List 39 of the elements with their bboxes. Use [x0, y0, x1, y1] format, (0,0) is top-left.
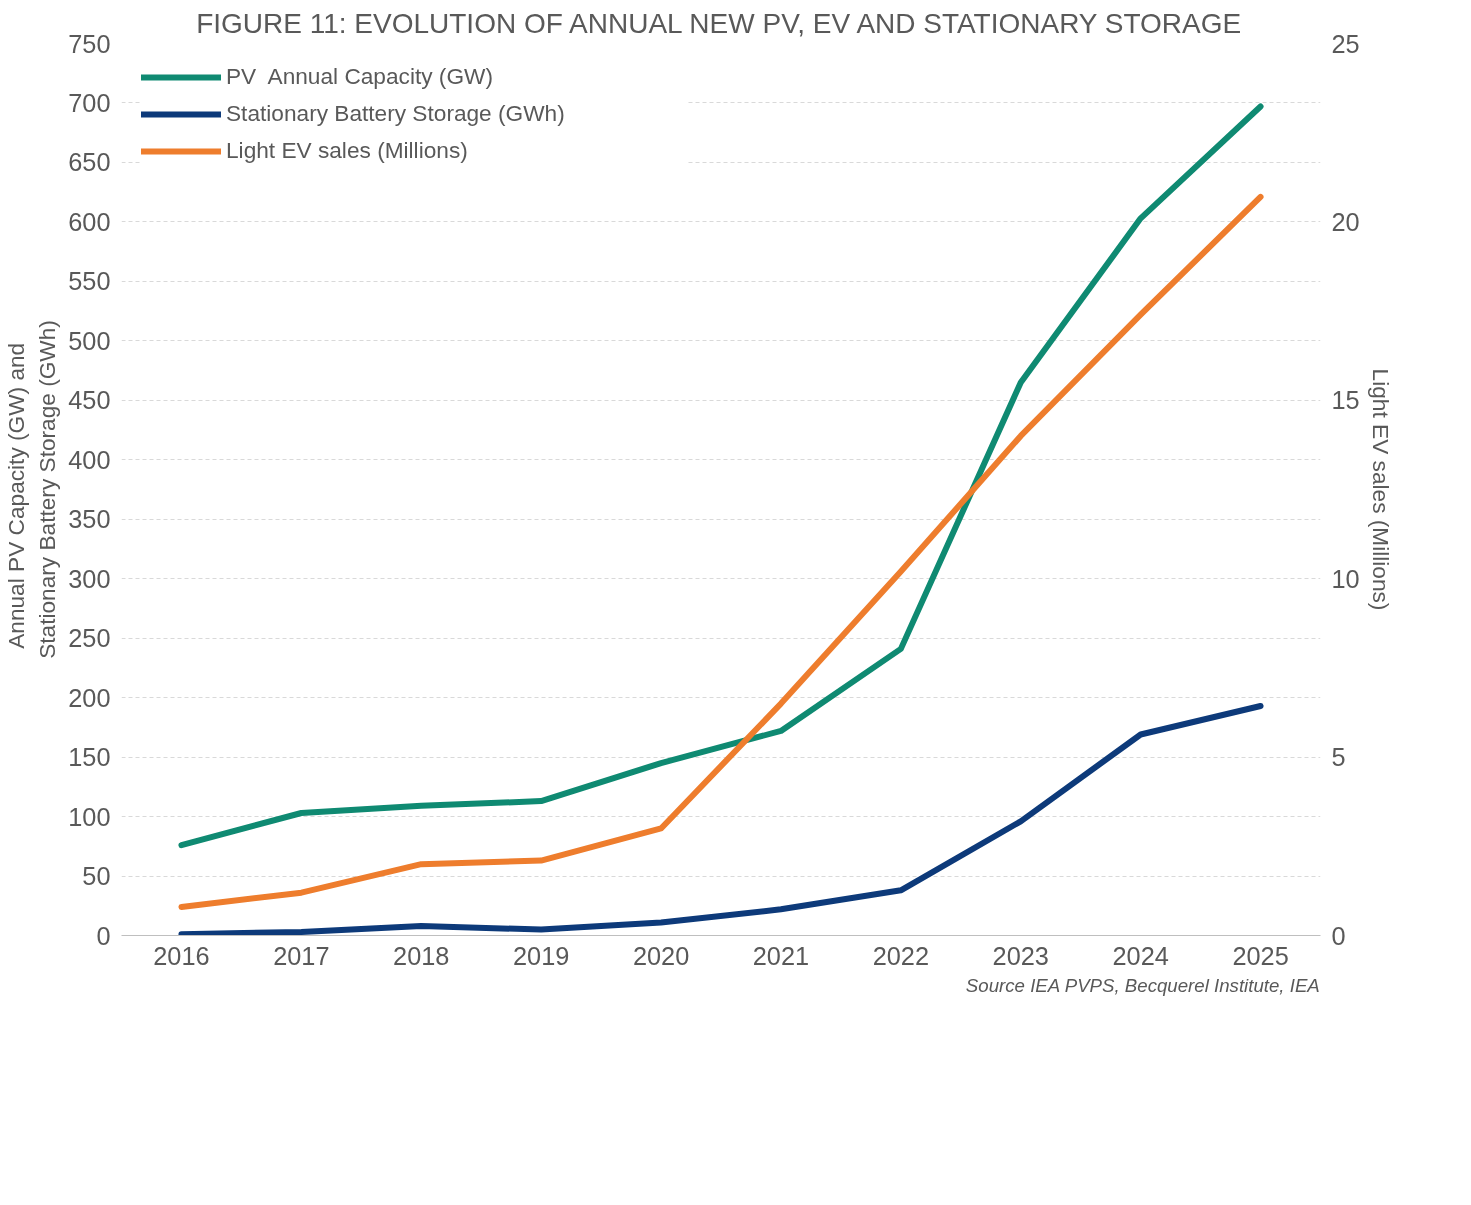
- legend-label: Stationary Battery Storage (GWh): [226, 100, 566, 127]
- y-tick-label: 500: [68, 326, 111, 355]
- y2-axis-title: Light EV sales (Millions): [1367, 368, 1394, 611]
- x-tick-label: 2023: [992, 941, 1049, 970]
- y-tick-label: 50: [82, 862, 111, 891]
- x-tick-label: 2025: [1232, 941, 1289, 970]
- legend-label: Light EV sales (Millions): [226, 137, 469, 164]
- y-tick-label: 200: [68, 683, 111, 712]
- y2-tick-label: 10: [1331, 564, 1360, 593]
- y-tick-label: 150: [68, 743, 111, 772]
- y2-tick-label: 15: [1331, 386, 1360, 415]
- y-axis-title: Annual PV Capacity (GW) and Stationary Battery Storage (GWh): [3, 320, 61, 659]
- y2-tick-label: 25: [1331, 29, 1360, 58]
- x-tick-label: 2019: [512, 941, 570, 970]
- source-note: Source IEA PVPS, Becquerel Institute, IEA: [965, 974, 1320, 996]
- x-tick-label: 2018: [393, 941, 450, 970]
- y-tick-label: 550: [68, 267, 111, 296]
- y-tick-label: 700: [68, 88, 111, 117]
- x-tick-label: 2020: [632, 941, 690, 970]
- x-tick-label: 2016: [153, 941, 210, 970]
- x-tick-label: 2021: [752, 941, 810, 970]
- y-tick-label: 400: [68, 445, 111, 474]
- y-tick-label: 300: [68, 564, 111, 593]
- chart-title: FIGURE 11: EVOLUTION OF ANNUAL NEW PV, EV AND STATIONARY STORAGE: [196, 7, 1242, 39]
- y-tick-label: 600: [68, 207, 111, 236]
- y-tick-label: 350: [68, 505, 111, 534]
- y2-tick-label: 5: [1331, 743, 1346, 772]
- y-tick-label: 450: [68, 386, 111, 415]
- legend-label: PV Annual Capacity (GW): [226, 63, 494, 90]
- y-tick-label: 750: [68, 29, 111, 58]
- x-tick-label: 2024: [1112, 941, 1169, 970]
- y-tick-label: 0: [96, 921, 111, 950]
- y-tick-label: 650: [68, 148, 111, 177]
- y-tick-label: 250: [68, 624, 111, 653]
- y2-tick-label: 0: [1331, 921, 1346, 950]
- x-tick-label: 2022: [872, 941, 930, 970]
- x-tick-label: 2017: [273, 941, 330, 970]
- y-tick-label: 100: [68, 802, 111, 831]
- y2-tick-label: 20: [1331, 207, 1360, 236]
